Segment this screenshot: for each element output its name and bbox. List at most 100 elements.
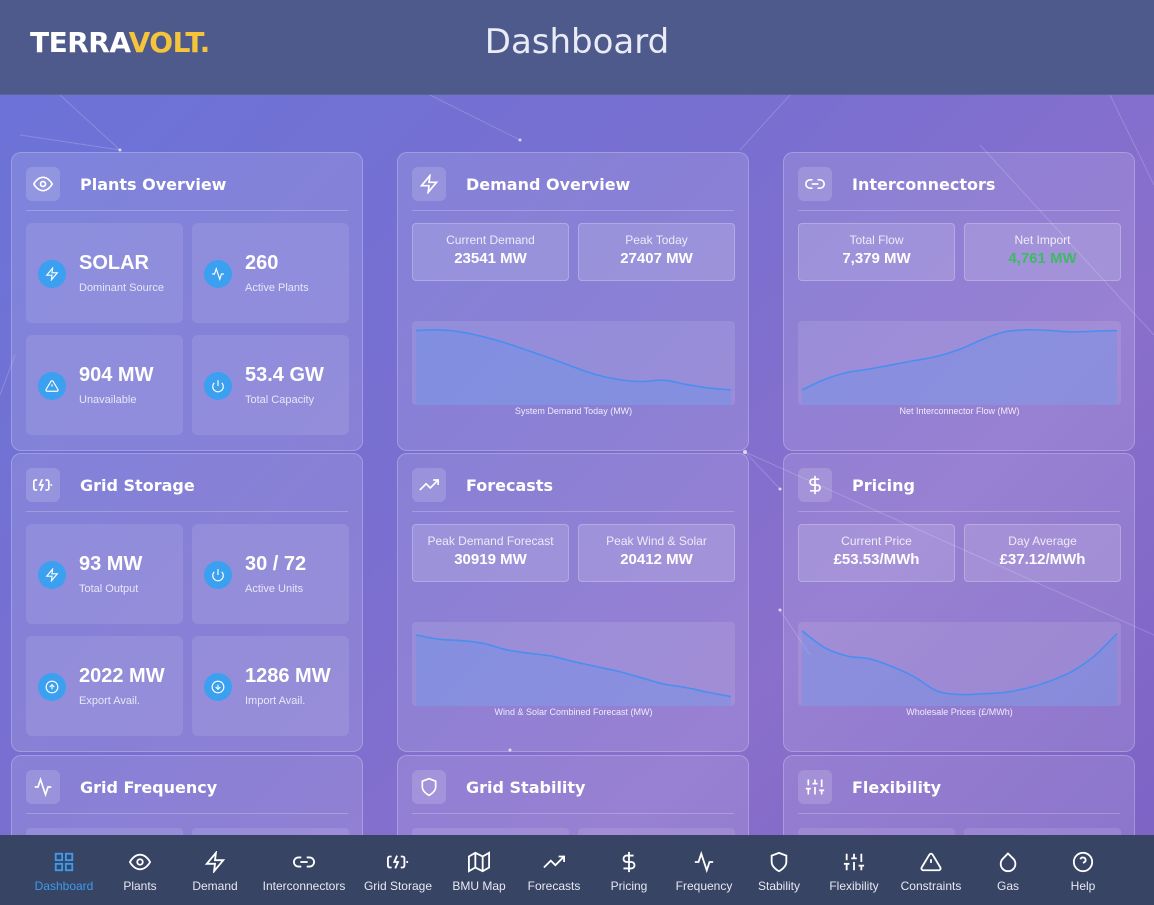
tile-label: Active Plants bbox=[245, 282, 309, 294]
stat-day-average: Day Average £37.12/MWh bbox=[964, 524, 1121, 582]
stat-value: £53.53/MWh bbox=[833, 551, 920, 568]
nav-item-plants[interactable]: Plants bbox=[95, 835, 185, 905]
nav-label: Demand bbox=[192, 879, 238, 893]
stat-label: Day Average bbox=[1008, 534, 1077, 548]
dollar-icon bbox=[798, 468, 832, 502]
card-title: Grid Storage bbox=[80, 476, 195, 495]
stat-value: 23541 MW bbox=[454, 250, 527, 267]
stat-value: 27407 MW bbox=[620, 250, 693, 267]
interconnector-sparkline bbox=[801, 328, 1118, 405]
stat-label: Peak Today bbox=[625, 233, 688, 247]
tile-value: 2022 MW bbox=[79, 665, 165, 687]
card-title: Grid Stability bbox=[466, 778, 586, 797]
stat-tile-total-output[interactable]: 93 MW Total Output bbox=[26, 524, 183, 624]
nav-item-dashboard[interactable]: Dashboard bbox=[19, 835, 109, 905]
nav-item-flexibility[interactable]: Flexibility bbox=[809, 835, 899, 905]
tile-label: Active Units bbox=[245, 583, 304, 595]
forecast-chart[interactable] bbox=[412, 622, 735, 706]
chart-area-fill bbox=[416, 635, 731, 706]
stat-current-demand: Current Demand 23541 MW bbox=[412, 223, 569, 281]
chart-caption: Wind & Solar Combined Forecast (MW) bbox=[494, 707, 653, 717]
demand-sparkline bbox=[415, 328, 732, 405]
nav-item-grid-storage[interactable]: Grid Storage bbox=[353, 835, 443, 905]
nav-item-bmu-map[interactable]: BMU Map bbox=[434, 835, 524, 905]
bolt-icon bbox=[38, 260, 66, 288]
nav-item-pricing[interactable]: Pricing bbox=[584, 835, 674, 905]
nav-item-constraints[interactable]: Constraints bbox=[886, 835, 976, 905]
card-header: Forecasts bbox=[412, 468, 734, 512]
bolt-icon bbox=[38, 561, 66, 589]
nav-label: Dashboard bbox=[34, 879, 94, 893]
nav-label: Pricing bbox=[610, 879, 648, 893]
pulse-icon bbox=[26, 770, 60, 804]
card-header: Demand Overview bbox=[412, 167, 734, 211]
link-icon bbox=[259, 851, 349, 875]
stat-tile-active-units[interactable]: 30 / 72 Active Units bbox=[192, 524, 349, 624]
page-title: Dashboard bbox=[484, 22, 670, 62]
shield-icon bbox=[734, 851, 824, 875]
card-header: Grid Frequency bbox=[26, 770, 348, 814]
arrow-up-circle-icon bbox=[38, 673, 66, 701]
power-icon bbox=[204, 561, 232, 589]
forecasts-card: Forecasts Peak Demand Forecast 30919 MW … bbox=[397, 453, 749, 752]
stat-value: 30919 MW bbox=[454, 551, 527, 568]
stat-label: Total Flow bbox=[849, 233, 904, 247]
eye-icon bbox=[26, 167, 60, 201]
help-circle-icon bbox=[1038, 851, 1128, 875]
nav-item-help[interactable]: Help bbox=[1038, 835, 1128, 905]
pricing-chart[interactable] bbox=[798, 622, 1121, 706]
card-title: Forecasts bbox=[466, 476, 553, 495]
tile-value: SOLAR bbox=[79, 252, 149, 274]
nav-item-forecasts[interactable]: Forecasts bbox=[509, 835, 599, 905]
stat-tile-import-avail[interactable]: 1286 MW Import Avail. bbox=[192, 636, 349, 736]
pricing-sparkline bbox=[801, 630, 1118, 706]
nav-item-demand[interactable]: Demand bbox=[170, 835, 260, 905]
card-header: Pricing bbox=[798, 468, 1120, 512]
card-header: Grid Stability bbox=[412, 770, 734, 814]
arrow-down-circle-icon bbox=[204, 673, 232, 701]
warning-icon bbox=[886, 851, 976, 875]
chart-series-line bbox=[415, 328, 732, 391]
chart-series-line bbox=[801, 328, 1118, 391]
eye-icon bbox=[95, 851, 185, 875]
sliders-icon bbox=[798, 770, 832, 804]
app-header: TERRAVOLT. Dashboard bbox=[0, 0, 1154, 95]
tile-label: Dominant Source bbox=[79, 282, 164, 294]
plants-overview-card: Plants Overview SOLAR Dominant Source 26… bbox=[11, 152, 363, 451]
tile-value: 904 MW bbox=[79, 364, 154, 386]
stat-label: Current Demand bbox=[446, 233, 535, 247]
nav-label: Constraints bbox=[900, 879, 962, 893]
grid-storage-card: Grid Storage 93 MW Total Output 30 / 72 … bbox=[11, 453, 363, 752]
stat-label: Peak Wind & Solar bbox=[606, 534, 707, 548]
grid-icon bbox=[19, 851, 109, 875]
stat-value: £37.12/MWh bbox=[999, 551, 1086, 568]
nav-label: Stability bbox=[757, 879, 801, 893]
tile-value: 260 bbox=[245, 252, 279, 274]
nav-item-interconnectors[interactable]: Interconnectors bbox=[259, 835, 349, 905]
bolt-icon bbox=[412, 167, 446, 201]
interconnector-flow-chart[interactable] bbox=[798, 321, 1121, 405]
stat-tile-unavailable[interactable]: 904 MW Unavailable bbox=[26, 335, 183, 435]
stat-tile-total-capacity[interactable]: 53.4 GW Total Capacity bbox=[192, 335, 349, 435]
tile-label: Export Avail. bbox=[79, 695, 140, 707]
stat-tile-dominant-source[interactable]: SOLAR Dominant Source bbox=[26, 223, 183, 323]
chart-series-line bbox=[415, 634, 732, 698]
pricing-card: Pricing Current Price £53.53/MWh Day Ave… bbox=[783, 453, 1135, 752]
stat-peak-today: Peak Today 27407 MW bbox=[578, 223, 735, 281]
demand-chart[interactable] bbox=[412, 321, 735, 405]
stat-value: 4,761 MW bbox=[1008, 250, 1077, 267]
nav-item-frequency[interactable]: Frequency bbox=[659, 835, 749, 905]
battery-charging-icon bbox=[353, 851, 443, 875]
battery-charging-icon bbox=[26, 468, 60, 502]
stat-tile-active-plants[interactable]: 260 Active Plants bbox=[192, 223, 349, 323]
terravolt-logo[interactable]: TERRAVOLT. bbox=[30, 26, 210, 59]
nav-item-gas[interactable]: Gas bbox=[963, 835, 1053, 905]
stat-current-price: Current Price £53.53/MWh bbox=[798, 524, 955, 582]
stat-value: 20412 MW bbox=[620, 551, 693, 568]
nav-item-stability[interactable]: Stability bbox=[734, 835, 824, 905]
stat-tile-export-avail[interactable]: 2022 MW Export Avail. bbox=[26, 636, 183, 736]
nav-label: Plants bbox=[123, 879, 157, 893]
nav-label: Help bbox=[1070, 879, 1096, 893]
card-title: Grid Frequency bbox=[80, 778, 218, 797]
power-icon bbox=[204, 372, 232, 400]
